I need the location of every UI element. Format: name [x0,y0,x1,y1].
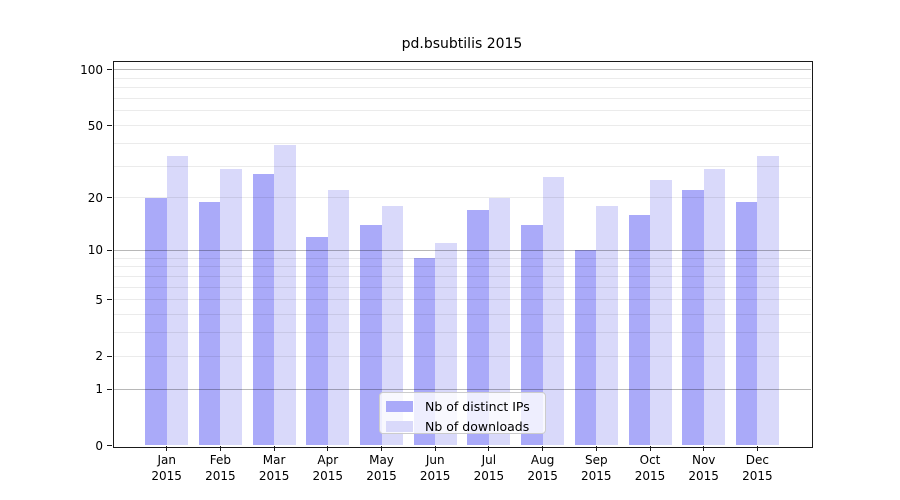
x-tick-mark-feb [219,446,221,451]
x-tick-mark-apr [327,446,329,451]
gridline-6 [113,286,811,288]
bar-distinct-ips-oct-2015 [628,214,650,446]
bar-downloads-aug-2015 [542,177,565,446]
x-tick-label-feb-2015: Feb 2015 [205,453,236,483]
gridline-4 [113,314,811,315]
x-tick-mark-jun [434,446,436,451]
x-tick-label-jan-2015: Jan 2015 [151,453,182,483]
bar-distinct-ips-apr-2015 [306,236,328,446]
x-tick-label-sep-2015: Sep 2015 [581,453,612,483]
bar-distinct-ips-dec-2015 [735,201,758,446]
bar-downloads-jul-2015 [488,197,511,446]
gridline-3 [113,332,811,334]
x-tick-mark-oct [649,446,651,451]
x-tick-mark-aug [542,446,544,451]
gridline-9 [113,257,811,259]
y-tick-label-1: 1 [95,382,103,397]
bar-downloads-feb-2015 [220,168,242,446]
x-tick-label-may-2015: May 2015 [366,453,397,483]
gridline-1 [113,388,811,390]
bar-distinct-ips-feb-2015 [198,201,221,446]
bar-downloads-sep-2015 [596,205,618,446]
x-tick-label-oct-2015: Oct 2015 [634,453,666,483]
x-tick-mark-sep [595,446,597,451]
x-tick-label-jun-2015: Jun 2015 [419,453,451,483]
gridline-30 [113,165,811,167]
bar-downloads-jan-2015 [166,156,189,446]
x-tick-label-nov-2015: Nov 2015 [688,453,719,483]
y-tick-label-5: 5 [95,292,103,307]
x-tick-label-aug-2015: Aug 2015 [527,453,558,483]
bar-downloads-nov-2015 [703,168,726,446]
y-tick-mark-0 [107,445,112,446]
y-tick-mark-1 [107,388,112,390]
gridline-5 [113,299,811,301]
gridline-50 [113,125,811,126]
plot-frame [113,61,813,448]
y-tick-label-0: 0 [95,438,103,453]
y-tick-label-50: 50 [87,118,103,133]
chart-title: pd.bsubtilis 2015 [401,36,523,52]
bar-distinct-ips-nov-2015 [682,190,704,446]
bar-distinct-ips-sep-2015 [574,250,597,446]
y-tick-label-20: 20 [87,190,103,205]
x-tick-mark-mar [273,446,275,451]
x-tick-label-dec-2015: Dec 2015 [742,453,773,483]
bar-downloads-apr-2015 [327,190,350,446]
y-tick-mark-2 [107,355,112,357]
legend-label-distinct-ips: Nb of distinct IPs [425,398,530,414]
gridline-80 [113,87,811,89]
legend-label-downloads: Nb of downloads [425,418,530,434]
x-tick-mark-may [381,446,382,451]
gridline-40 [113,142,811,144]
y-tick-mark-5 [107,299,112,301]
gridline-100 [113,69,811,71]
bar-distinct-ips-jan-2015 [145,197,167,446]
x-tick-label-mar-2015: Mar 2015 [258,453,290,483]
y-tick-label-100: 100 [80,62,103,77]
bar-downloads-dec-2015 [757,156,779,446]
y-tick-label-10: 10 [87,243,103,258]
bar-downloads-mar-2015 [274,145,296,446]
bar-distinct-ips-mar-2015 [252,174,275,446]
x-tick-mark-dec [756,446,758,451]
gridline-2 [113,355,811,357]
gridline-8 [113,266,811,268]
x-tick-label-apr-2015: Apr 2015 [312,453,344,483]
legend-swatch-distinct-ips [386,400,413,412]
bar-downloads-oct-2015 [650,180,672,446]
x-tick-mark-nov [703,446,705,451]
x-tick-label-jul-2015: Jul 2015 [473,453,505,483]
gridline-70 [113,98,811,100]
bar-downloads-may-2015 [381,205,403,446]
bar-distinct-ips-jul-2015 [467,210,489,446]
legend-item-distinct-ips: Nb of distinct IPs [386,398,545,414]
gridline-10 [113,249,811,251]
y-tick-label-2: 2 [95,349,103,364]
y-tick-mark-10 [107,249,112,251]
y-tick-mark-20 [107,197,112,199]
gridline-20 [113,197,811,199]
gridline-7 [113,275,811,277]
x-tick-mark-jan [166,446,168,451]
legend-swatch-downloads [386,420,413,432]
legend: Nb of distinct IPs Nb of downloads [379,392,546,434]
gridline-60 [113,110,811,112]
gridline-90 [113,77,811,79]
x-tick-mark-jul [488,446,490,451]
bar-distinct-ips-may-2015 [360,225,382,446]
legend-item-downloads: Nb of downloads [386,418,545,434]
y-tick-mark-50 [107,125,112,126]
bar-distinct-ips-aug-2015 [521,225,543,446]
y-tick-mark-100 [107,69,112,71]
